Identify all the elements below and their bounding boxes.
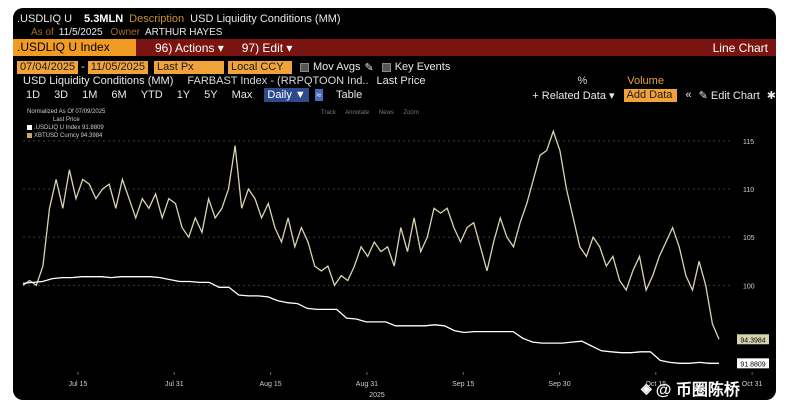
- period-5y[interactable]: 5Y: [204, 89, 218, 101]
- legend-sub: Last Price: [53, 117, 80, 123]
- line-chart-button[interactable]: Line Chart: [712, 40, 768, 55]
- y-tick-label: 110: [743, 187, 754, 194]
- owner: ARTHUR HAYES: [145, 27, 223, 38]
- last-value-badge: [737, 334, 769, 345]
- edit-chart-button[interactable]: ✎ Edit Chart: [698, 89, 760, 102]
- series-row: USD Liquidity Conditions (MM) FARBAST In…: [13, 74, 776, 87]
- edit-button[interactable]: 97) Edit ▾: [241, 40, 293, 55]
- legend-item-liq: .USDLIQ U Index 91.8809: [27, 124, 105, 132]
- x-axis-label: 2025: [369, 392, 385, 399]
- volume-label: Volume: [627, 74, 664, 87]
- chart-type-icon[interactable]: ≈: [314, 89, 323, 101]
- series-index2: FARBAST Index - (RRPQTOON Ind..: [187, 74, 369, 87]
- currency-select[interactable]: Local CCY: [227, 60, 292, 74]
- description-label: Description: [129, 13, 185, 25]
- actions-button[interactable]: 96) Actions ▾: [155, 40, 224, 55]
- x-tick-label: Oct 31: [742, 381, 763, 388]
- x-tick-label: Oct 15: [645, 381, 666, 388]
- asof-row: As of 11/5/2025 Owner ARTHUR HAYES: [13, 26, 776, 39]
- bloomberg-window: .USDLIQ U 5.3MLN Description USD Liquidi…: [13, 8, 776, 400]
- edit-chart-label: Edit Chart: [710, 89, 760, 102]
- mov-avgs-checkbox[interactable]: [299, 62, 309, 72]
- legend-item-btc: XBTUSD Curncy 94.3984: [27, 132, 105, 140]
- x-tick-label: Sep 30: [548, 381, 570, 388]
- watermark-logo-icon: ◈: [641, 379, 652, 396]
- price-chart[interactable]: 100 105 110 115 Jul 15 Jul 31 Aug 15 Aug 31 Sep …: [13, 104, 776, 400]
- pencil-icon[interactable]: ✎: [364, 61, 374, 74]
- related-data-button[interactable]: + Related Data ▾: [532, 89, 615, 102]
- frequency-select[interactable]: Daily ▼: [264, 88, 309, 102]
- table-button[interactable]: Table: [335, 89, 363, 101]
- series-line-btc: [22, 129, 720, 340]
- x-tick-label: Jul 15: [69, 381, 88, 388]
- add-data-input[interactable]: Add Data: [623, 88, 678, 102]
- series-name: USD Liquidity Conditions (MM): [23, 74, 174, 87]
- ticker: .USDLIQ U: [17, 13, 73, 25]
- track-bar: Track Annotate News Zoom: [321, 110, 427, 116]
- last-value-label: 94.3984: [740, 337, 765, 344]
- collapse-icon[interactable]: «: [685, 89, 692, 101]
- current-value: 5.3MLN: [84, 13, 124, 25]
- y-tick-label: 100: [743, 283, 755, 290]
- mov-avgs-label: Mov Avgs: [312, 61, 361, 73]
- controls-row: 07/04/2025 - 11/05/2025 Last Px Local CC…: [13, 60, 776, 74]
- field-select[interactable]: Last Px: [153, 60, 224, 74]
- period-1m[interactable]: 1M: [82, 89, 98, 101]
- watermark: ◈ @ 币圈陈桥: [641, 376, 740, 400]
- period-max[interactable]: Max: [231, 89, 253, 101]
- asof-date: 11/5/2025: [58, 27, 103, 38]
- period-1d[interactable]: 1D: [26, 89, 41, 101]
- track-tool[interactable]: Track: [321, 110, 336, 116]
- period-6m[interactable]: 6M: [111, 89, 127, 101]
- percent-label: %: [577, 74, 588, 87]
- watermark-text: @ 币圈陈桥: [655, 382, 740, 399]
- x-tick-label: Jul 31: [165, 381, 184, 388]
- start-date-input[interactable]: 07/04/2025: [17, 60, 79, 74]
- x-tick-label: Aug 31: [356, 381, 378, 388]
- y-tick-label: 115: [743, 139, 754, 146]
- y-tick-label: 105: [743, 235, 755, 242]
- period-3d[interactable]: 3D: [54, 89, 69, 101]
- zoom-tool[interactable]: Zoom: [403, 110, 419, 116]
- news-tool[interactable]: News: [378, 110, 394, 116]
- period-1y[interactable]: 1Y: [176, 89, 191, 101]
- last-value-label: 91.8809: [740, 361, 765, 368]
- key-events-checkbox[interactable]: [381, 62, 391, 72]
- x-tick-label: Aug 15: [260, 381, 282, 388]
- last-price-label: Last Price: [376, 74, 426, 87]
- chart-legend: Normalized As Of 07/09/2025 Last Price .…: [27, 108, 105, 140]
- legend-title: Normalized As Of 07/09/2025: [27, 109, 106, 115]
- gear-icon[interactable]: ✱: [766, 89, 776, 102]
- owner-label: Owner: [110, 27, 140, 38]
- key-events-label: Key Events: [394, 61, 451, 73]
- period-row: 1D 3D 1M 6M YTD 1Y 5Y Max Daily ▼ ≈ Tabl…: [13, 87, 776, 103]
- annotate-tool[interactable]: Annotate: [345, 110, 370, 116]
- index-field[interactable]: .USDLIQ U Index: [13, 39, 136, 56]
- description: USD Liquidity Conditions (MM): [190, 13, 341, 25]
- last-value-badge: [737, 358, 769, 369]
- toolbar: .USDLIQ U Index 96) Actions ▾ 97) Edit ▾…: [13, 39, 776, 56]
- period-ytd[interactable]: YTD: [140, 89, 163, 101]
- asof-label: As of: [31, 27, 54, 38]
- x-tick-label: Sep 15: [452, 381, 474, 388]
- end-date-input[interactable]: 11/05/2025: [87, 60, 148, 74]
- series-line-liq: [22, 276, 719, 364]
- header-row: .USDLIQ U 5.3MLN Description USD Liquidi…: [13, 12, 776, 26]
